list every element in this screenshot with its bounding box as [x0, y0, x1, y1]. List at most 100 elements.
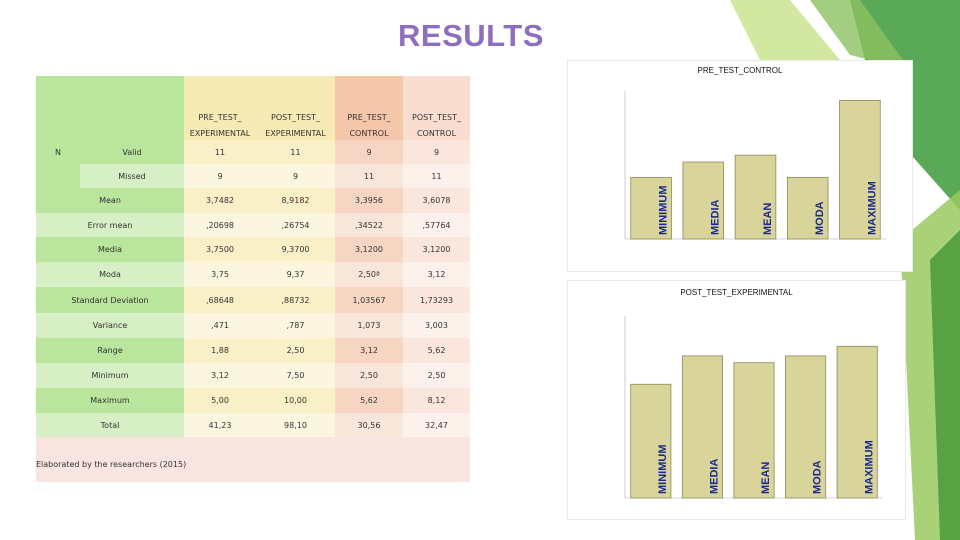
row-label: Range [36, 338, 184, 363]
header-line1: PRE_TEST_ [347, 112, 391, 122]
header-line2: EXPERIMENTAL [189, 128, 251, 138]
table-row: Total 41,23 98,10 30,56 32,47 [36, 413, 470, 437]
cell-value: 1,073 [335, 313, 403, 338]
chart-title: PRE_TEST_CONTROL [697, 66, 783, 75]
bar-label: MAXIMUM [863, 440, 875, 494]
cell-value: 3,1200 [403, 237, 470, 262]
page-title: RESULTS [398, 18, 544, 53]
cell-value: ,471 [184, 313, 256, 338]
cell-value: 30,56 [335, 413, 403, 437]
bar-label: MINIMUM [657, 186, 669, 236]
chart-plot: MINIMUM MEDIA MEAN MODA MAXIMUM [624, 91, 886, 240]
cell-value: 5,00 [184, 388, 256, 413]
cell-value: 32,47 [403, 413, 470, 437]
row-label: Standard Deviation [36, 287, 184, 313]
cell-value: 9 [256, 164, 335, 188]
bar-label: MEDIA [710, 200, 722, 236]
cell-value: 3,7500 [184, 237, 256, 262]
cell-value: ,26754 [256, 213, 335, 237]
header-line2: EXPERIMENTAL [265, 128, 326, 138]
chart-title: POST_TEST_EXPERIMENTAL [680, 288, 793, 297]
statistics-table: PRE_TEST_ EXPERIMENTAL POST_TEST_ EXPERI… [36, 76, 470, 482]
table-row: Mean 3,7482 8,9182 3,3956 3,6078 [36, 188, 470, 213]
cell-value: 2,50 [403, 363, 470, 388]
cell-value: ,57764 [403, 213, 470, 237]
table-row: Range 1,88 2,50 3,12 5,62 [36, 338, 470, 363]
cell-value: 8,9182 [256, 188, 335, 213]
cell-value: 1,73293 [403, 287, 470, 313]
header-line1: POST_TEST_ [271, 112, 320, 122]
cell-value: 3,12 [335, 338, 403, 363]
header-line2: CONTROL [349, 128, 389, 138]
cell-value: 5,62 [335, 388, 403, 413]
bar-label: MINIMUM [657, 445, 669, 495]
row-label: Minimum [36, 363, 184, 388]
cell-value: 3,1200 [335, 237, 403, 262]
chart-post-test-experimental: POST_TEST_EXPERIMENTAL MINIMUM MEDIA MEAN M… [567, 280, 906, 520]
cell-value: 10,00 [256, 388, 335, 413]
cell-value: 3,12 [403, 262, 470, 287]
header-pre-test-control: PRE_TEST_ CONTROL [335, 76, 403, 144]
row-label: Error mean [36, 213, 184, 237]
cell-value: 3,6078 [403, 188, 470, 213]
cell-value: 11 [184, 140, 256, 164]
table-row: Moda 3,75 9,37 2,50ª 3,12 [36, 262, 470, 287]
cell-value: 9,37 [256, 262, 335, 287]
row-label: Missed [80, 164, 184, 188]
source-note: Elaborated by the researchers (2015) [36, 460, 187, 469]
bar-label: MEAN [762, 203, 774, 235]
header-line2: CONTROL [416, 128, 457, 138]
table-row: Valid 11 11 9 9 [36, 140, 470, 164]
cell-value: ,68648 [184, 287, 256, 313]
n-label: N [36, 140, 80, 164]
bar-minimum [630, 383, 672, 499]
bar-mean [734, 154, 777, 240]
header-post-test-experimental: POST_TEST_ EXPERIMENTAL [256, 76, 335, 144]
row-label: Variance [36, 313, 184, 338]
bar-label: MODA [812, 460, 824, 494]
table-row: Missed 9 9 11 11 [36, 164, 470, 188]
table-row: Maximum 5,00 10,00 5,62 8,12 [36, 388, 470, 413]
cell-value: ,20698 [184, 213, 256, 237]
bar-maximum [839, 99, 881, 240]
table-row: Media 3,7500 9,3700 3,1200 3,1200 [36, 237, 470, 262]
cell-value: 3,7482 [184, 188, 256, 213]
table-header-row: PRE_TEST_ EXPERIMENTAL POST_TEST_ EXPERI… [184, 76, 470, 144]
cell-value: 2,50 [256, 338, 335, 363]
cell-value: ,34522 [335, 213, 403, 237]
cell-value: 9 [403, 140, 470, 164]
header-line1: POST_TEST_ [412, 112, 461, 122]
header-line1: PRE_TEST_ [198, 112, 242, 122]
table-header-stub [36, 76, 184, 144]
cell-value: 11 [335, 164, 403, 188]
bar-minimum [630, 176, 672, 240]
table-row: Variance ,471,787 1,073 3,003 [36, 313, 470, 338]
row-label: Maximum [36, 388, 184, 413]
bar-label: MEDIA [709, 459, 721, 495]
cell-value: 9 [335, 140, 403, 164]
cell-value: 11 [256, 140, 335, 164]
cell-value: 3,75 [184, 262, 256, 287]
cell-value: 2,50 [335, 363, 403, 388]
row-label: Valid [80, 140, 184, 164]
cell-value: 3,003 [403, 313, 470, 338]
row-label: Moda [36, 262, 184, 287]
bar-moda [785, 355, 827, 499]
cell-value: 41,23 [184, 413, 256, 437]
bar-label: MODA [814, 201, 826, 235]
bar-media [682, 161, 725, 240]
bar-label: MEAN [760, 462, 772, 494]
cell-value: 98,10 [256, 413, 335, 437]
header-pre-test-experimental: PRE_TEST_ EXPERIMENTAL [184, 76, 256, 144]
chart-pre-test-control: PRE_TEST_CONTROL MINIMUM MEDIA MEAN MODA MAX… [567, 60, 913, 272]
cell-value: 5,62 [403, 338, 470, 363]
cell-value: 8,12 [403, 388, 470, 413]
header-post-test-control: POST_TEST_ CONTROL [403, 76, 470, 144]
cell-value: 9 [184, 164, 256, 188]
n-label-fill [36, 164, 80, 188]
cell-value: 3,12 [184, 363, 256, 388]
cell-value: ,787 [256, 313, 335, 338]
cell-value: 3,3956 [335, 188, 403, 213]
cell-value: 2,50ª [335, 262, 403, 287]
bar-media [681, 355, 723, 499]
